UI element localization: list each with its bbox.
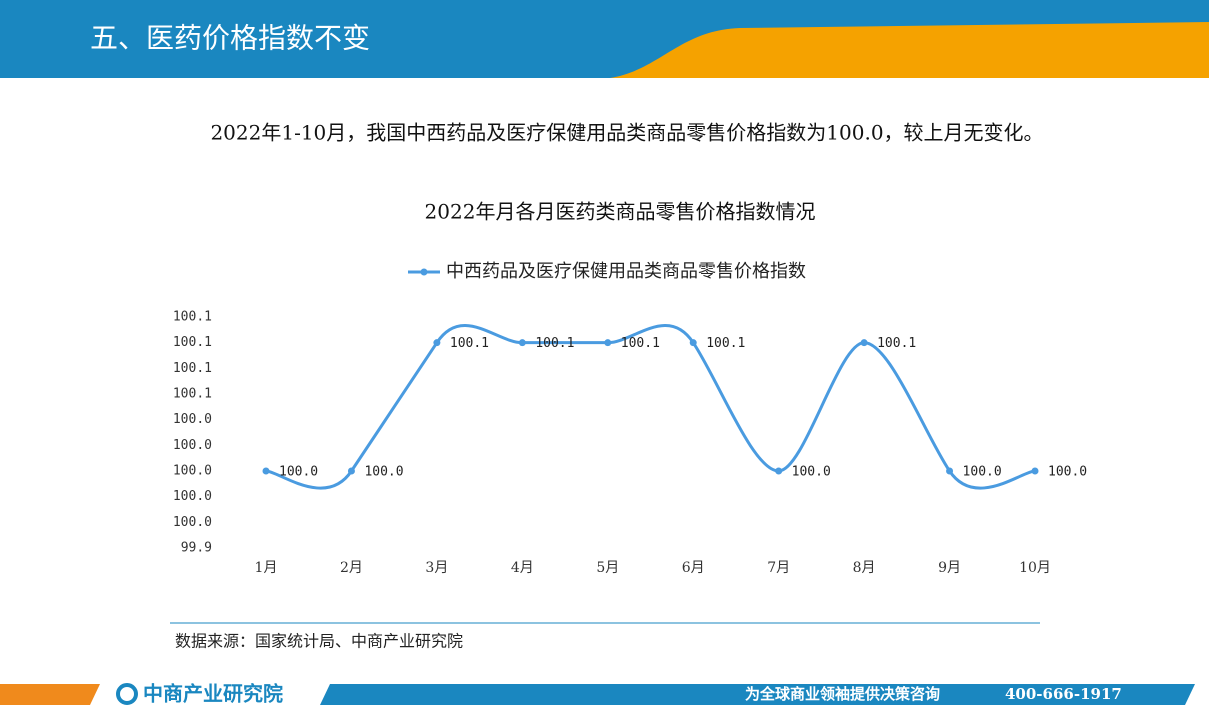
data-label: 100.0 — [364, 465, 403, 480]
point — [775, 467, 783, 475]
logo-icon — [116, 683, 138, 705]
data-label: 100.1 — [706, 336, 745, 351]
data-label: 100.0 — [963, 465, 1002, 480]
x-tick-label: 5月 — [596, 560, 619, 576]
header-accent — [610, 22, 1209, 78]
point — [604, 339, 612, 347]
x-tick-label: 6月 — [682, 560, 705, 576]
data-label: 100.0 — [279, 465, 318, 480]
y-tick-label: 100.0 — [173, 515, 212, 530]
source: 数据来源：国家统计局、中商产业研究院 — [175, 632, 463, 651]
data-label: 100.1 — [535, 336, 574, 351]
heading: 五、医药价格指数不变 — [90, 22, 370, 55]
x-tick-label: 8月 — [853, 560, 876, 576]
x-tick-label: 7月 — [767, 560, 790, 576]
footer-accent — [0, 684, 100, 705]
brand: 中商产业研究院 — [143, 682, 283, 706]
point — [860, 339, 868, 347]
legend-marker — [420, 268, 428, 276]
y-tick-label: 100.1 — [173, 361, 212, 376]
data-label: 100.0 — [1048, 465, 1087, 480]
x-tick-label: 1月 — [255, 560, 278, 576]
point — [946, 467, 954, 475]
point — [262, 467, 270, 475]
series-line — [265, 324, 1036, 490]
footer-bar — [320, 684, 1195, 705]
data-label: 100.0 — [792, 465, 831, 480]
data-label: 100.1 — [450, 336, 489, 351]
x-tick-label: 2月 — [340, 560, 363, 576]
chart-title: 2022年月各月医药类商品零售价格指数情况 — [425, 200, 816, 224]
y-tick-label: 100.1 — [173, 387, 212, 402]
y-tick-label: 99.9 — [181, 541, 212, 556]
y-tick-label: 100.0 — [173, 412, 212, 427]
point — [1031, 467, 1039, 475]
phone: 400-666-1917 — [1005, 685, 1122, 703]
slogan: 为全球商业领袖提供决策咨询 — [745, 685, 940, 703]
point — [689, 339, 697, 347]
x-tick-label: 10月 — [1019, 560, 1051, 576]
point — [347, 467, 355, 475]
x-tick-label: 4月 — [511, 560, 534, 576]
summary: 2022年1-10月，我国中西药品及医疗保健用品类商品零售价格指数为100.0，… — [210, 121, 1043, 145]
legend-label: 中西药品及医疗保健用品类商品零售价格指数 — [446, 261, 806, 282]
point — [433, 339, 441, 347]
point — [518, 339, 526, 347]
y-tick-label: 100.0 — [173, 464, 212, 479]
y-tick-label: 100.0 — [173, 489, 212, 504]
y-tick-label: 100.1 — [173, 335, 212, 350]
data-label: 100.1 — [877, 336, 916, 351]
x-tick-label: 9月 — [938, 560, 961, 576]
y-tick-label: 100.0 — [173, 438, 212, 453]
y-tick-label: 100.1 — [173, 310, 212, 325]
data-label: 100.1 — [621, 336, 660, 351]
x-tick-label: 3月 — [425, 560, 448, 576]
